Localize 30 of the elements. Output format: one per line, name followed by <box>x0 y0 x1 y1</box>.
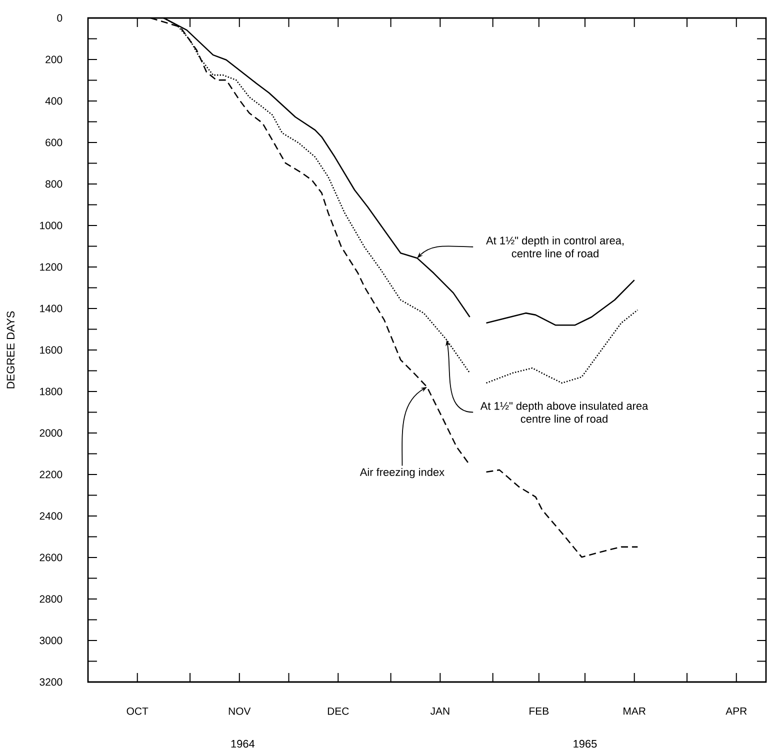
x-tick-label: JAN <box>430 707 450 715</box>
text: Air freezing index <box>360 468 444 478</box>
y-tick-label: 2200 <box>40 470 62 478</box>
y-tick-label: 2800 <box>40 595 62 603</box>
x-tick-label: FEB <box>530 707 549 715</box>
y-tick-label: 800 <box>46 180 62 188</box>
y-tick-label: 1800 <box>40 388 62 396</box>
series-label: At 1½" depth above insulated area centre line of road <box>480 402 648 423</box>
y-tick-label: 3200 <box>40 678 62 686</box>
y-tick-label: 1000 <box>40 222 62 230</box>
y-tick-label: 3000 <box>40 636 62 644</box>
y-tick-label: 600 <box>46 138 62 146</box>
y-tick-label: 0 <box>57 14 62 22</box>
text: 1965 <box>574 740 597 748</box>
x-tick-label: DEC <box>328 707 349 715</box>
y-tick-label: 1600 <box>40 346 62 354</box>
x-tick-label: NOV <box>228 707 251 715</box>
y-tick-label: 200 <box>46 56 62 64</box>
text: 1964 <box>231 740 255 748</box>
y-tick-label: 1400 <box>40 304 62 312</box>
x-tick-label: APR <box>726 707 747 715</box>
y-tick-label: 2000 <box>40 429 62 437</box>
legend-label: At 1½" depth in control area, centre line of road <box>486 236 624 258</box>
y-tick-label: 400 <box>45 97 62 105</box>
x-tick-label: MAR <box>624 707 646 715</box>
x-tick-label: OCT <box>126 707 148 715</box>
y-tick-label: 2400 <box>40 512 62 520</box>
y-tick-label: 2600 <box>40 554 62 562</box>
y-axis-title: DEGREE DAYS <box>6 311 15 388</box>
y-tick-label: 1200 <box>40 263 62 271</box>
